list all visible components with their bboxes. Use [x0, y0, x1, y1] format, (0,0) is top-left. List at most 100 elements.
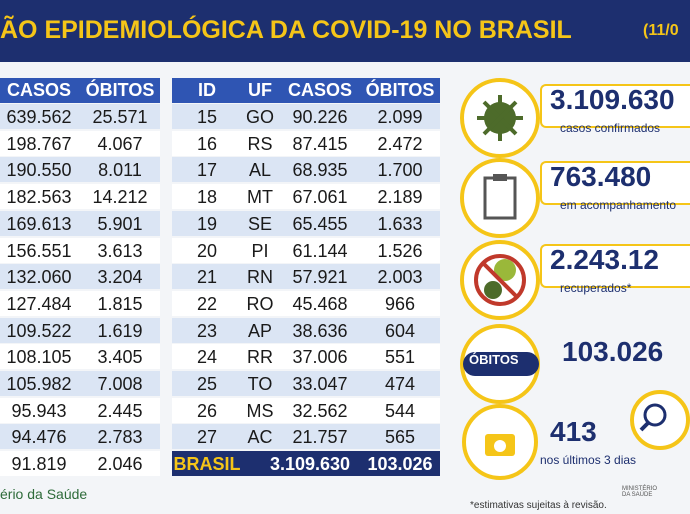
row-bg [0, 344, 160, 370]
stat-value: 413 [550, 416, 597, 447]
title: ÃO EPIDEMIOLÓGICA DA COVID-19 NO BRASIL [0, 16, 572, 44]
total-bg [172, 451, 440, 477]
row-bg [172, 157, 440, 183]
cell: 639.562 [6, 107, 72, 127]
logo: MINISTÉRIO DA SAÚDE [622, 486, 658, 498]
cell: 1.619 [97, 320, 143, 341]
row-bg [0, 371, 160, 396]
source: ério da Saúde [0, 486, 88, 502]
stat-label: em acompanhamento [560, 198, 677, 212]
cell: 182.563 [6, 187, 72, 208]
row-bg [0, 397, 160, 423]
row-bg [0, 317, 160, 343]
cell: 2.445 [97, 400, 143, 421]
row-bg [0, 157, 160, 183]
cell: 61.144 [292, 240, 348, 261]
cell: 1.526 [377, 240, 423, 261]
cell: 65.455 [292, 213, 348, 234]
row-bg [172, 210, 440, 236]
stat-value: 763.480 [550, 161, 652, 192]
cell: 966 [384, 293, 416, 314]
cell: TO [247, 374, 273, 394]
cell: 190.550 [6, 160, 72, 181]
stat-label: nos últimos 3 dias [540, 453, 637, 467]
column-header: ID [198, 80, 216, 100]
stat-box [540, 161, 690, 205]
cell: 2.099 [377, 107, 423, 127]
cell: 68.935 [292, 160, 348, 181]
cell: 108.105 [6, 347, 72, 368]
row-bg [0, 210, 160, 236]
cell: 3.204 [97, 267, 143, 288]
cell: 2.472 [377, 133, 423, 154]
cell: 22 [196, 293, 218, 314]
cell: 474 [384, 374, 416, 394]
note: *estimativas sujeitas à revisão. [470, 500, 607, 511]
column-header: CASOS [6, 80, 71, 100]
cell: RS [247, 133, 273, 154]
stat-box [540, 244, 690, 288]
cell: AC [247, 427, 273, 448]
stat-label: casos confirmados [560, 121, 661, 135]
row-bg [172, 130, 440, 156]
row-bg [172, 104, 440, 129]
cell: 3.613 [97, 240, 143, 261]
cell: 2.003 [377, 267, 423, 288]
cell: 95.943 [11, 400, 67, 421]
cell: 67.061 [292, 187, 348, 208]
row-bg [0, 184, 160, 210]
row-bg [172, 344, 440, 370]
cell: 2.189 [377, 187, 423, 208]
cell: 33.047 [292, 374, 348, 394]
row-bg [172, 184, 440, 210]
cell: GO [245, 107, 274, 127]
cell: 2.046 [97, 454, 143, 475]
cell: 169.613 [6, 213, 72, 234]
total-cell: 103.026 [367, 454, 433, 475]
cell: 19 [196, 213, 218, 234]
cell: 156.551 [6, 240, 72, 261]
cell: 20 [196, 240, 218, 261]
row-bg [0, 237, 160, 263]
row-bg [0, 264, 160, 290]
title-bar [0, 0, 690, 62]
row-bg [172, 424, 440, 450]
cell: PI [251, 240, 269, 261]
cell: 7.008 [97, 374, 143, 394]
column-header: ÓBITOS [85, 80, 155, 100]
left-header [0, 78, 160, 103]
cell: 38.636 [292, 320, 348, 341]
stat-value: 2.243.12 [550, 244, 659, 275]
column-header: CASOS [287, 80, 352, 100]
row-bg [172, 237, 440, 263]
row-bg [172, 317, 440, 343]
cell: AP [247, 320, 272, 341]
cell: 45.468 [292, 293, 348, 314]
stat-label: recuperados* [560, 281, 632, 295]
cell: 16 [196, 133, 218, 154]
cell: 604 [384, 320, 416, 341]
cell: 565 [384, 427, 416, 448]
cell: 90.226 [292, 107, 348, 127]
row-bg [0, 130, 160, 156]
cell: RR [247, 347, 273, 368]
row-bg [172, 397, 440, 423]
cell: 25.571 [92, 107, 148, 127]
cell: 551 [384, 347, 416, 368]
cell: 1.815 [97, 293, 143, 314]
cell: 14.212 [92, 187, 148, 208]
total-cell: BRASIL [173, 454, 241, 475]
cell: 21 [196, 267, 218, 288]
cell: 132.060 [6, 267, 72, 288]
cell: 91.819 [11, 454, 67, 475]
cell: 3.405 [97, 347, 143, 368]
cell: SE [247, 213, 272, 234]
row-bg [172, 290, 440, 316]
cell: MS [246, 400, 274, 421]
cell: AL [248, 160, 272, 181]
cell: 25 [196, 374, 218, 394]
row-bg [0, 451, 160, 477]
column-header: ÓBITOS [365, 80, 435, 100]
row-bg [172, 371, 440, 396]
